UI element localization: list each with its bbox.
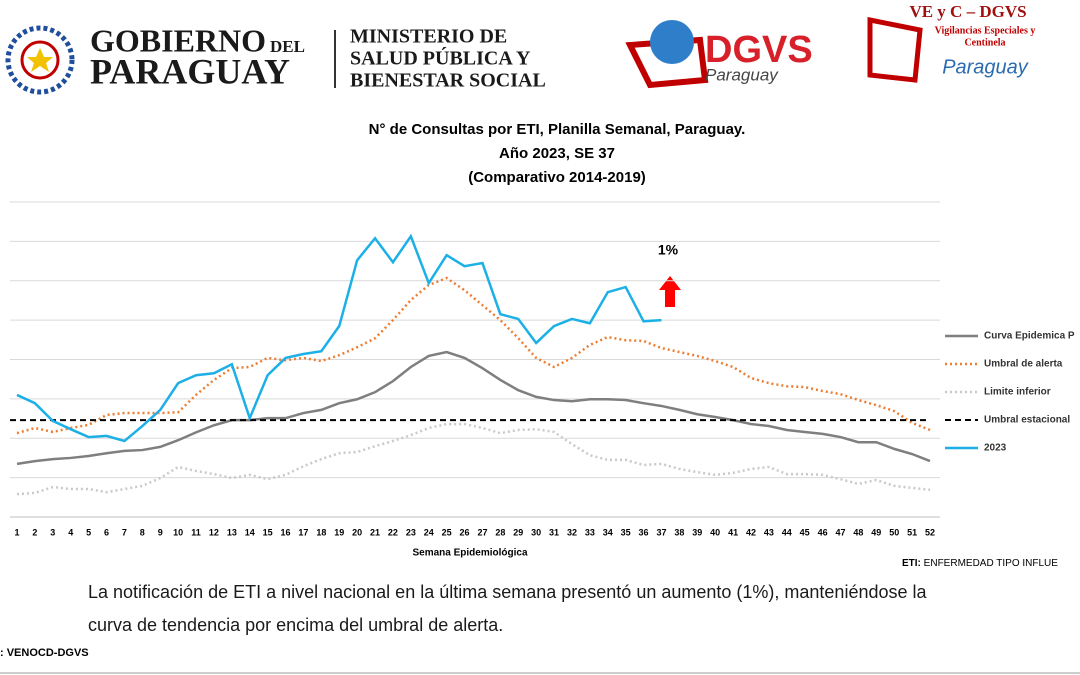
x-tick-label: 32 [567, 527, 577, 537]
coat-star [27, 48, 53, 72]
x-tick-label: 52 [925, 527, 935, 537]
legend-label: Umbral de alerta [984, 359, 1063, 370]
x-tick-label: 12 [209, 527, 219, 537]
x-tick-label: 45 [800, 527, 810, 537]
x-tick-label: 20 [352, 527, 362, 537]
chart-subtitle: (Comparativo 2014-2019) [468, 169, 646, 186]
body-text: curva de tendencia por encima del umbral… [88, 615, 503, 635]
x-tick-label: 37 [656, 527, 666, 537]
gov-small: DEL [270, 37, 305, 56]
x-tick-label: 33 [585, 527, 595, 537]
x-tick-label: 14 [245, 527, 255, 537]
x-tick-label: 47 [835, 527, 845, 537]
x-tick-label: 41 [728, 527, 738, 537]
annotation: 1% [658, 242, 679, 258]
source: : VENOCD-DGVS [0, 647, 89, 659]
series-line [16, 350, 931, 466]
x-tick-label: 18 [316, 527, 326, 537]
vec-sub: Centinela [964, 37, 1005, 48]
gov-line1: GOBIERNO [90, 22, 266, 58]
legend-label: Curva Epidemica P [984, 331, 1075, 342]
vec-title: VE y C – DGVS [909, 2, 1026, 21]
x-tick-label: 22 [388, 527, 398, 537]
x-axis-label: Semana Epidemiológica [412, 548, 527, 559]
x-tick-label: 49 [871, 527, 881, 537]
dgvs-sub: Paraguay [705, 65, 779, 84]
x-tick-label: 24 [424, 527, 434, 537]
x-tick-label: 50 [889, 527, 899, 537]
x-tick-label: 35 [621, 527, 631, 537]
x-tick-label: 31 [549, 527, 559, 537]
x-tick-label: 26 [460, 527, 470, 537]
x-tick-label: 19 [334, 527, 344, 537]
vec-country: Paraguay [942, 56, 1029, 78]
ministry: BIENESTAR SOCIAL [350, 70, 546, 92]
legend-label: 2023 [984, 443, 1007, 454]
x-tick-label: 2 [32, 527, 37, 537]
increase-arrow [659, 276, 681, 307]
x-tick-label: 9 [158, 527, 163, 537]
series-line [16, 422, 931, 496]
x-tick-label: 30 [531, 527, 541, 537]
dgvs-globe [650, 20, 694, 64]
x-tick-label: 16 [281, 527, 291, 537]
x-tick-label: 36 [639, 527, 649, 537]
x-tick-label: 48 [853, 527, 863, 537]
x-tick-label: 6 [104, 527, 109, 537]
x-tick-label: 10 [173, 527, 183, 537]
x-tick-label: 39 [692, 527, 702, 537]
note: ETI: ENFERMEDAD TIPO INFLUE [902, 558, 1058, 569]
x-tick-label: 21 [370, 527, 380, 537]
x-tick-label: 43 [764, 527, 774, 537]
x-tick-label: 25 [442, 527, 452, 537]
body-text: La notificación de ETI a nivel nacional … [88, 582, 927, 602]
x-tick-label: 51 [907, 527, 917, 537]
x-tick-label: 34 [603, 527, 613, 537]
dgvs-title: DGVS [705, 29, 813, 71]
x-tick-label: 13 [227, 527, 237, 537]
x-tick-label: 17 [298, 527, 308, 537]
vec-map [867, 16, 923, 83]
vec-sub: Vigilancias Especiales y [935, 25, 1036, 36]
series-line [16, 233, 662, 443]
x-tick-label: 4 [68, 527, 73, 537]
x-tick-label: 42 [746, 527, 756, 537]
chart-subtitle: Año 2023, SE 37 [499, 145, 615, 162]
x-tick-label: 29 [513, 527, 523, 537]
note-text: ENFERMEDAD TIPO INFLUE [924, 558, 1059, 569]
chart-title: N° de Consultas por ETI, Planilla Semana… [369, 121, 746, 138]
x-tick-label: 44 [782, 527, 792, 537]
ministry: SALUD PÚBLICA Y [350, 46, 531, 70]
x-tick-label: 3 [50, 527, 55, 537]
x-tick-label: 40 [710, 527, 720, 537]
note-key: ETI: [902, 558, 921, 569]
series-line [16, 276, 931, 435]
coat-wreath [5, 25, 75, 95]
x-tick-label: 7 [122, 527, 127, 537]
x-tick-label: 11 [191, 527, 201, 537]
x-tick-label: 1 [14, 527, 19, 537]
x-tick-label: 8 [140, 527, 145, 537]
gov-line2: PARAGUAY [90, 51, 290, 91]
x-tick-label: 27 [477, 527, 487, 537]
legend-label: Umbral estacional [984, 415, 1070, 426]
legend-label: Limite inferior [984, 387, 1051, 398]
ministry: MINISTERIO DE [350, 26, 507, 48]
x-tick-label: 46 [818, 527, 828, 537]
x-tick-label: 28 [495, 527, 505, 537]
x-tick-label: 5 [86, 527, 91, 537]
x-tick-label: 15 [263, 527, 273, 537]
x-tick-label: 38 [674, 527, 684, 537]
x-tick-label: 23 [406, 527, 416, 537]
